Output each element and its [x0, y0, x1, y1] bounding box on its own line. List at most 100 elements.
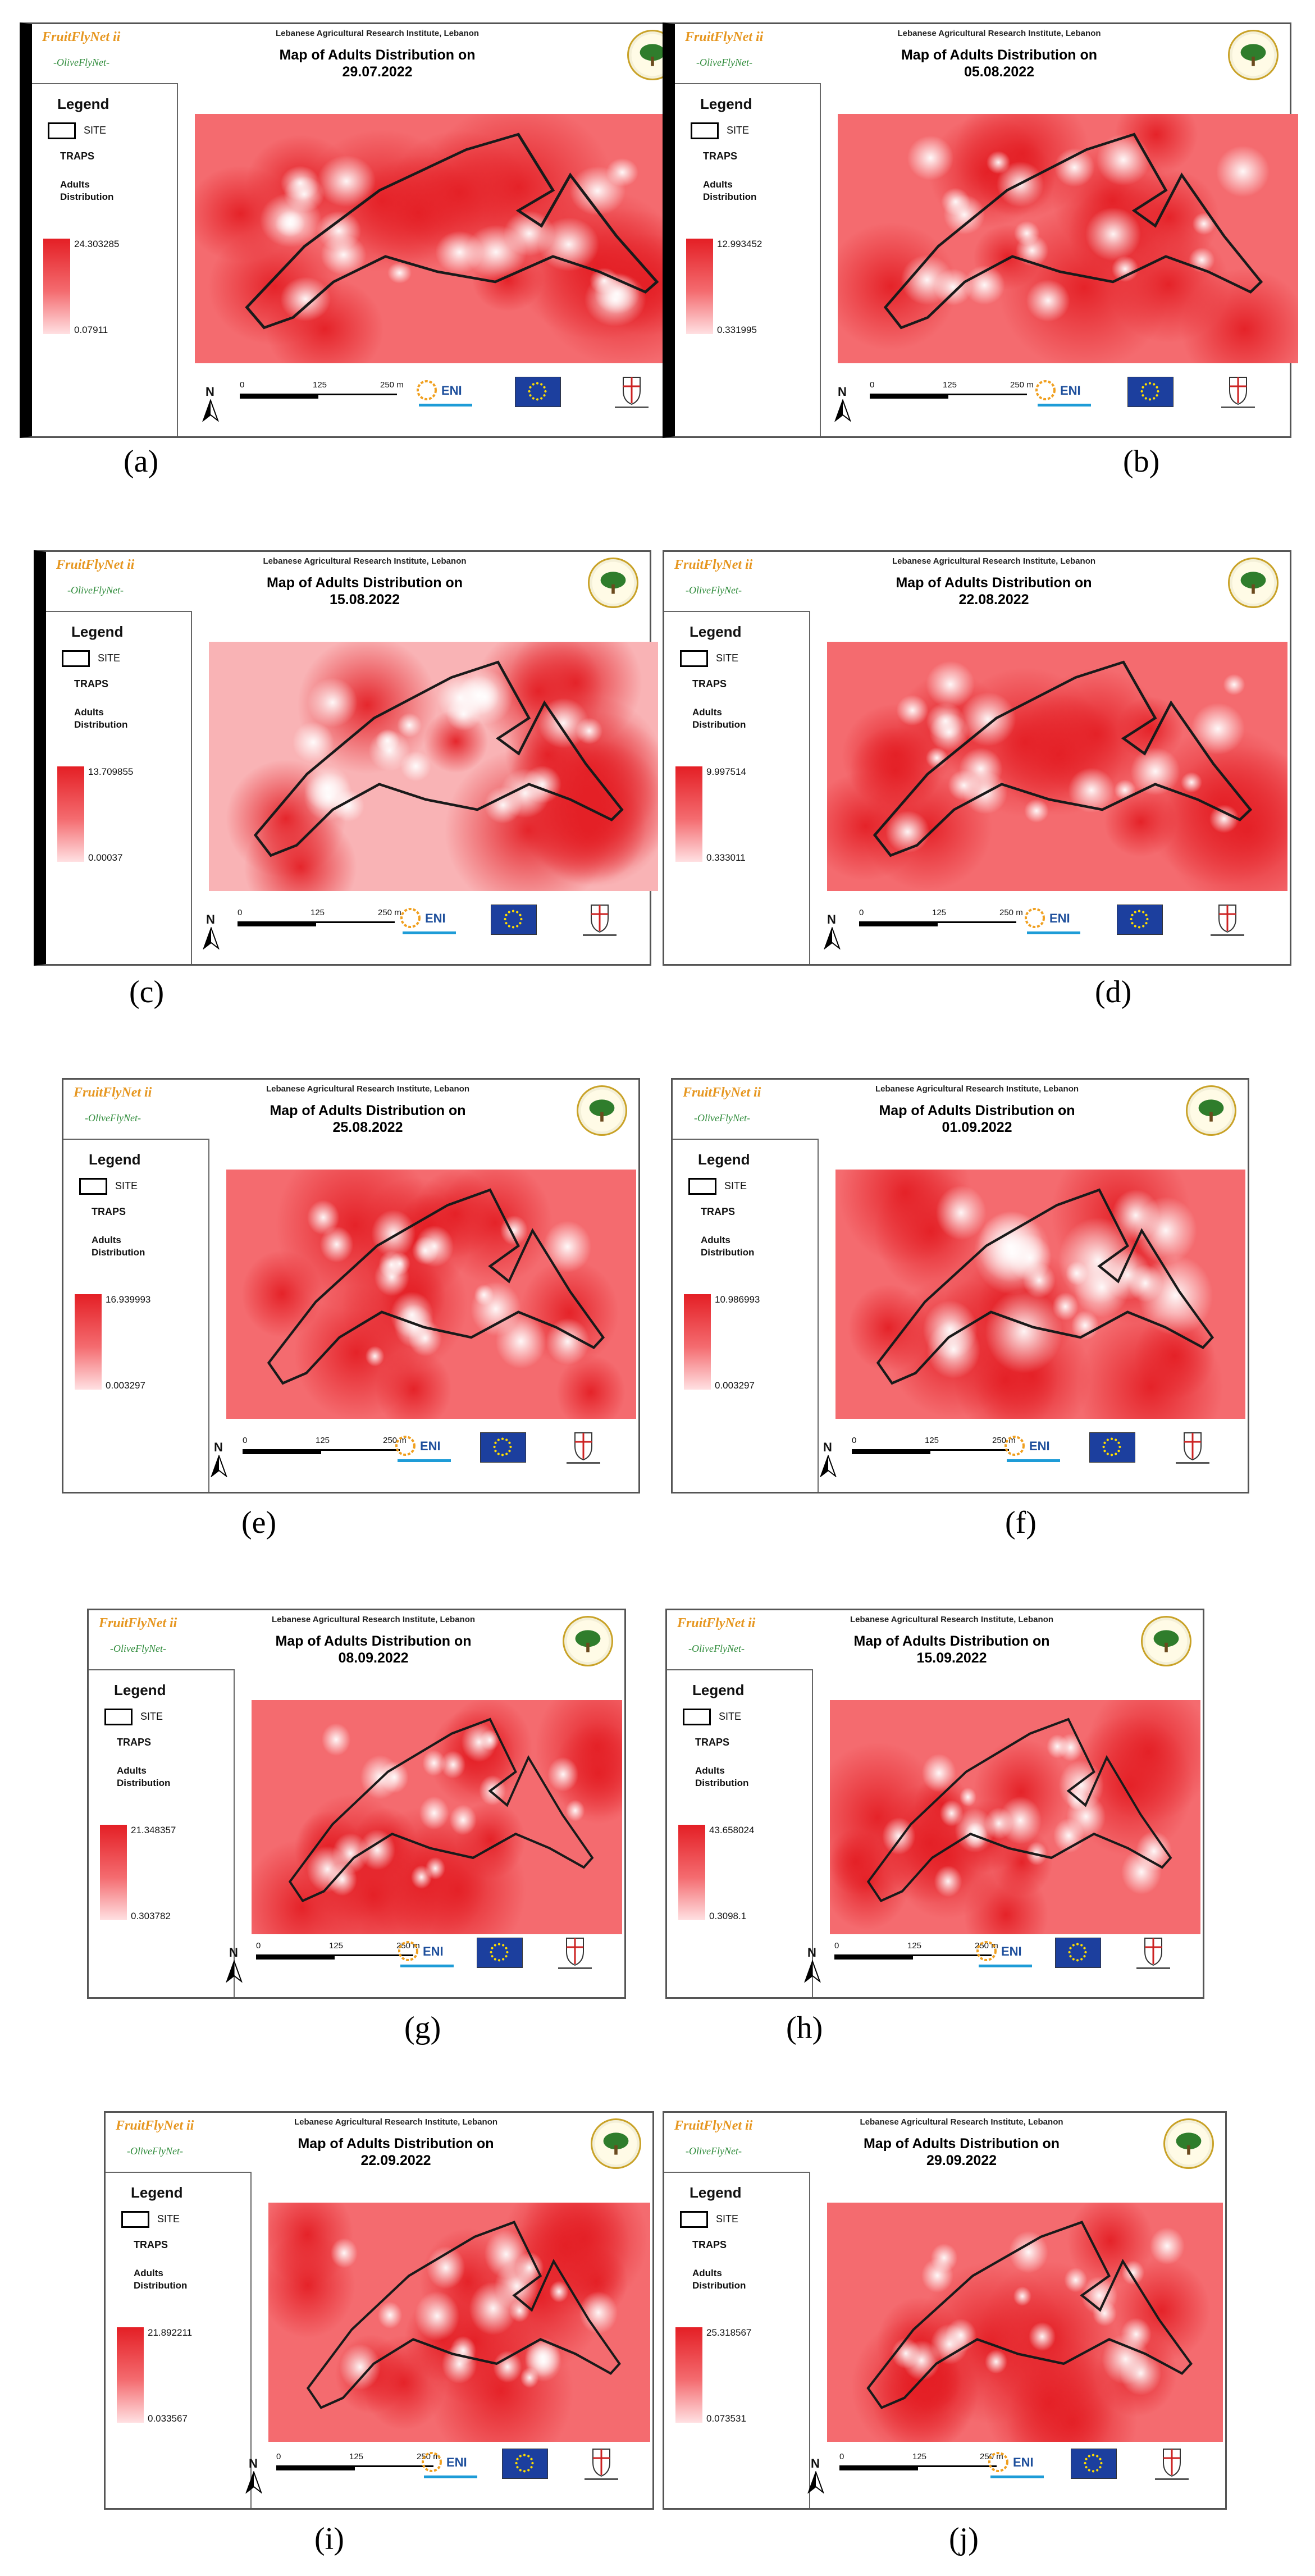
eni-text: ENI: [423, 1944, 444, 1958]
north-arrow-icon: N: [805, 2456, 828, 2496]
scale-tick-label: 125: [943, 380, 957, 390]
trap-cold-spot: [569, 166, 626, 216]
subfigure-caption: (g): [404, 2011, 441, 2045]
eu-flag-icon: [1071, 2449, 1117, 2479]
trap-cold-spot: [425, 1857, 446, 1880]
trap-cold-spot: [520, 2367, 539, 2388]
eni-logo-icon: ENI: [1022, 902, 1084, 942]
scale-bar: 0 125 250 m: [852, 1436, 1020, 1458]
north-label: N: [206, 385, 214, 399]
ramp-max-value: 21.348357: [131, 1825, 176, 1835]
scale-bar: 0 125 250 m: [276, 2452, 445, 2474]
project-logo-text: FruitFlyNet ii: [99, 1616, 177, 1630]
trap-cold-spot: [1192, 212, 1216, 235]
adults-label-line1: Adults: [692, 707, 722, 718]
legend-title: Legend: [89, 1151, 141, 1168]
heat-map: [252, 1700, 622, 1934]
scale-tick-label: 0: [240, 380, 245, 390]
site-symbol: [683, 1709, 711, 1725]
trap-cold-spot: [929, 712, 969, 752]
eu-flag-icon: [502, 2449, 548, 2479]
trap-cold-spot: [999, 1796, 1042, 1844]
north-arrow-icon: N: [821, 912, 844, 952]
trap-cold-spot: [387, 262, 412, 284]
site-label: SITE: [716, 652, 739, 664]
legend-title: Legend: [698, 1151, 750, 1168]
scale-bar-thin: [316, 921, 395, 923]
scale-tick-label: 250 m: [1010, 380, 1034, 390]
north-label: N: [214, 1440, 223, 1454]
trap-cold-spot: [440, 1751, 466, 1779]
project-logo-text: FruitFlyNet ii: [116, 2118, 194, 2133]
north-arrow-icon: N: [832, 385, 855, 424]
traps-label: TRAPS: [74, 678, 109, 689]
scale-bar: 0 125 250 m: [243, 1436, 411, 1458]
eu-flag-icon: [515, 377, 561, 407]
map-date: 01.09.2022: [942, 1120, 1012, 1135]
ramp-min-value: 0.07911: [74, 325, 108, 335]
institute-emblem-icon: [591, 2118, 641, 2169]
legend-title: Legend: [71, 623, 124, 640]
trap-cold-spot: [1013, 221, 1040, 246]
scale-tick-label: 125: [316, 1436, 330, 1445]
eni-text: ENI: [1001, 1944, 1022, 1958]
subproject-text: -OliveFlyNet-: [686, 584, 742, 596]
adults-label-line2: Distribution: [701, 1247, 755, 1258]
site-label: SITE: [157, 2213, 180, 2225]
trap-cold-spot: [378, 1250, 405, 1279]
legend-panel: Legend SITE TRAPS Adults Distribution 21.8922…: [106, 2172, 252, 2508]
map-title: Map of Adults Distribution on 25.08.2022: [63, 1102, 638, 1136]
heat-hotspot: [556, 1355, 625, 1419]
project-logo-text: FruitFlyNet ii: [74, 1085, 152, 1100]
site-label: SITE: [140, 1711, 163, 1722]
subfigure-caption: (i): [314, 2522, 344, 2556]
trap-cold-spot: [371, 1209, 416, 1258]
heat-hotspot: [519, 2203, 648, 2310]
ramp-max-value: 9.997514: [706, 766, 746, 777]
map-date: 05.08.2022: [964, 64, 1035, 80]
ramp-min-value: 0.3098.1: [709, 1911, 747, 1921]
scale-bar-thin: [930, 1449, 1009, 1451]
institute-emblem-icon: [1163, 2118, 1214, 2169]
legend-panel: Legend SITE TRAPS Adults Distribution 25.3185…: [664, 2172, 810, 2508]
scale-tick-label: 125: [329, 1941, 344, 1951]
north-label: N: [807, 1945, 816, 1960]
trap-cold-spot: [960, 692, 1016, 747]
trap-cold-spot: [377, 2301, 403, 2329]
trap-cold-spot: [926, 661, 975, 708]
trap-cold-spot: [365, 1346, 385, 1367]
map-title: Map of Adults Distribution on 05.08.2022: [675, 47, 1290, 80]
institute-name: Lebanese Agricultural Research Institute…: [271, 1615, 476, 1624]
trap-cold-spot: [1008, 2231, 1048, 2273]
map-date: 08.09.2022: [338, 1650, 409, 1666]
scale-tick-label: 125: [311, 908, 325, 917]
trap-cold-spot: [316, 211, 362, 251]
trap-cold-spot: [955, 1808, 995, 1853]
adults-label-line1: Adults: [701, 1235, 730, 1245]
sardinia-crest-icon: [579, 2446, 624, 2483]
trap-cold-spot: [1085, 207, 1142, 261]
trap-cold-spot: [400, 751, 432, 782]
eni-logo-icon: ENI: [419, 2446, 481, 2486]
legend-title: Legend: [114, 1682, 166, 1698]
map-date: 29.07.2022: [342, 64, 413, 80]
trap-cold-spot: [480, 1729, 500, 1751]
adults-label-line1: Adults: [134, 2268, 163, 2278]
heat-map: [830, 1700, 1200, 1934]
north-label: N: [249, 2456, 258, 2470]
north-label: N: [823, 1440, 832, 1454]
institute-name: Lebanese Agricultural Research Institute…: [897, 29, 1101, 38]
north-label: N: [838, 385, 847, 399]
map-title-prefix: Map of Adults Distribution on: [298, 2136, 494, 2152]
ramp-min-value: 0.073531: [706, 2413, 746, 2424]
institute-name: Lebanese Agricultural Research Institute…: [275, 29, 480, 38]
sardinia-crest-icon: [577, 902, 622, 939]
site-symbol: [104, 1709, 133, 1725]
map-title: Map of Adults Distribution on 08.09.2022: [89, 1633, 624, 1666]
project-logo-text: FruitFlyNet ii: [683, 1085, 761, 1100]
adults-label: Adults Distribution: [695, 1765, 748, 1789]
color-ramp: [675, 2327, 702, 2423]
scale-bar-solid: [238, 921, 316, 926]
adults-label-line2: Distribution: [92, 1247, 145, 1258]
map-panel: FruitFlyNet ii -OliveFlyNet- Lebanese Agri…: [87, 1609, 626, 1999]
